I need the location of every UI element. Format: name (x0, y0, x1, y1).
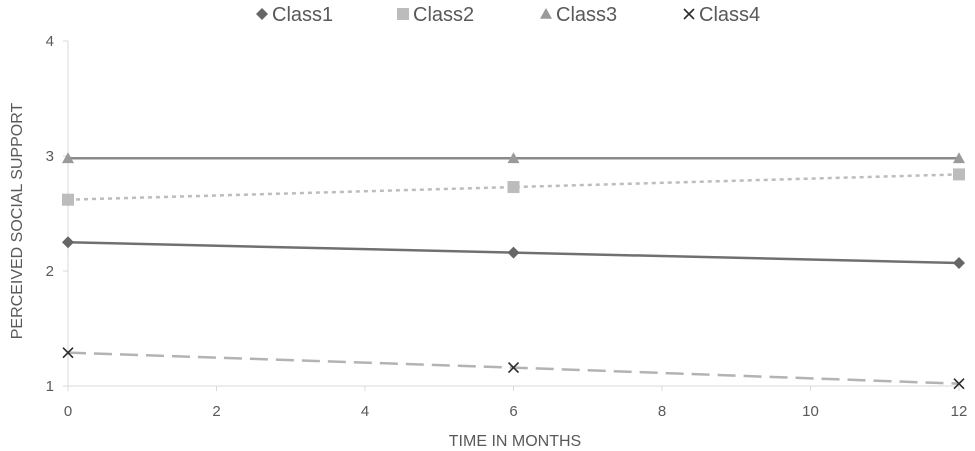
y-tick-label: 4 (46, 33, 54, 50)
x-tick-label: 8 (658, 403, 666, 420)
y-tick-label: 1 (46, 378, 54, 395)
legend-item-class2: Class2 (397, 4, 474, 26)
data-point-class2 (953, 168, 965, 181)
legend-marker-class4 (683, 8, 695, 20)
legend-label-class3: Class3 (556, 4, 617, 26)
legend-label-class1: Class1 (272, 4, 333, 26)
legend-item-class3: Class3 (540, 4, 617, 26)
x-tick-label: 10 (802, 403, 819, 420)
legend-marker-class2 (397, 8, 409, 20)
legend: Class1 Class2 Class3 Class4 (256, 4, 760, 26)
legend-label-class2: Class2 (413, 4, 474, 26)
data-point-class1 (507, 246, 520, 259)
series-class4 (62, 347, 965, 390)
data-point-class2 (62, 193, 74, 206)
legend-marker-class3 (540, 8, 552, 19)
legend-item-class4: Class4 (683, 4, 760, 26)
data-point-class3 (953, 152, 965, 164)
x-tick-label: 12 (951, 403, 968, 420)
data-point-class1 (953, 256, 965, 269)
legend-label-class4: Class4 (699, 4, 760, 26)
x-axis-title: TIME IN MONTHS (449, 433, 581, 450)
x-tick-label: 0 (64, 403, 72, 420)
x-tick-label: 4 (361, 403, 369, 420)
x-tick-label: 6 (509, 403, 517, 420)
data-point-class4 (507, 362, 520, 374)
series-class3 (62, 152, 965, 164)
x-tick-label: 2 (212, 403, 220, 420)
data-point-class1 (62, 236, 74, 249)
series-class2 (62, 168, 965, 206)
legend-item-class1: Class1 (256, 4, 333, 26)
y-tick-label: 3 (46, 148, 54, 165)
y-tick-label: 2 (46, 263, 54, 280)
data-point-class3 (62, 152, 74, 164)
data-point-class4 (62, 347, 74, 359)
series-class1 (62, 236, 965, 269)
series-layer (62, 152, 965, 390)
y-axis-title: PERCEIVED SOCIAL SUPPORT (9, 103, 26, 340)
data-point-class2 (507, 181, 520, 194)
data-point-class4 (953, 378, 965, 390)
data-point-class3 (507, 152, 520, 164)
legend-marker-class1 (256, 8, 268, 20)
